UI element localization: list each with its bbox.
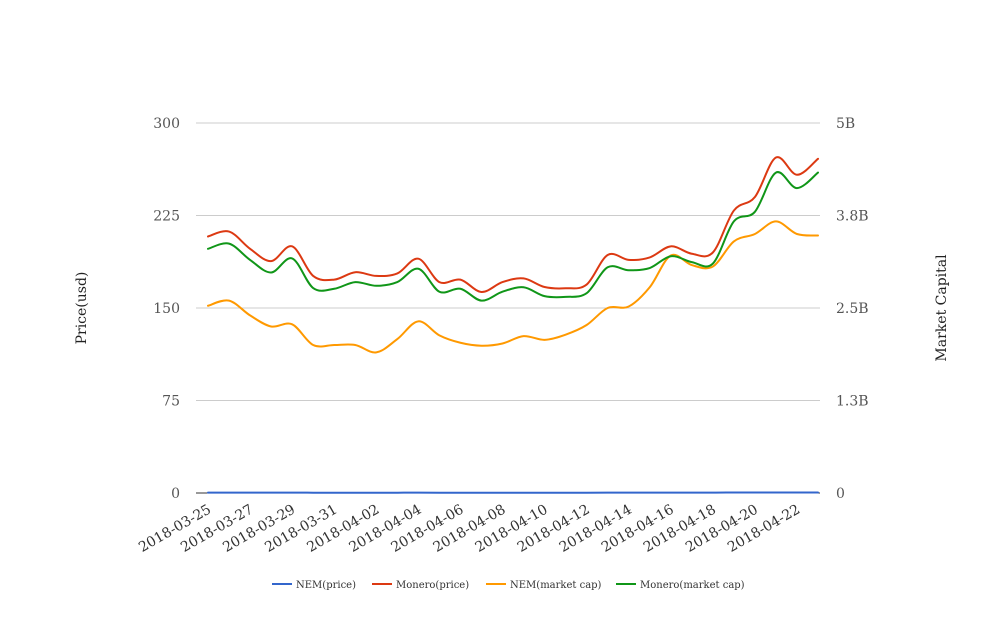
right-tick-label: 3.8B <box>836 209 869 225</box>
left-tick-label: 300 <box>153 116 180 132</box>
right-axis-ticks: 0 1.3B 2.5B 3.8B 5B <box>836 116 869 502</box>
legend-item-monero-price[interactable]: Monero(price) <box>372 580 469 591</box>
left-tick-label: 75 <box>162 394 180 410</box>
series-line-monero-price <box>208 157 818 292</box>
left-tick-label: 225 <box>153 209 180 225</box>
right-tick-label: 1.3B <box>836 394 869 410</box>
right-tick-label: 0 <box>836 486 845 502</box>
series-line-nem-market-cap <box>208 221 818 352</box>
series-line-monero-market-cap <box>208 172 818 301</box>
legend-label: Monero(market cap) <box>640 580 745 591</box>
gridlines <box>196 123 820 493</box>
right-axis-title: Market Capital <box>934 254 950 362</box>
right-tick-label: 5B <box>836 116 855 132</box>
legend-item-monero-market-cap[interactable]: Monero(market cap) <box>616 580 745 591</box>
legend-label: NEM(price) <box>296 580 356 591</box>
legend-item-nem-price[interactable]: NEM(price) <box>272 580 356 591</box>
left-tick-label: 150 <box>153 301 180 317</box>
x-axis-ticks: 2018-03-252018-03-272018-03-292018-03-31… <box>136 502 803 556</box>
legend-label: NEM(market cap) <box>510 580 602 591</box>
left-axis-title: Price(usd) <box>74 272 90 345</box>
left-tick-label: 0 <box>171 486 180 502</box>
right-tick-label: 2.5B <box>836 301 869 317</box>
legend-label: Monero(price) <box>396 580 469 591</box>
legend[interactable]: NEM(price) Monero(price) NEM(market cap) Mo… <box>272 580 745 591</box>
series-lines <box>208 157 818 493</box>
left-axis-ticks: 0 75 150 225 300 <box>153 116 180 502</box>
legend-item-nem-market-cap[interactable]: NEM(market cap) <box>486 580 602 591</box>
